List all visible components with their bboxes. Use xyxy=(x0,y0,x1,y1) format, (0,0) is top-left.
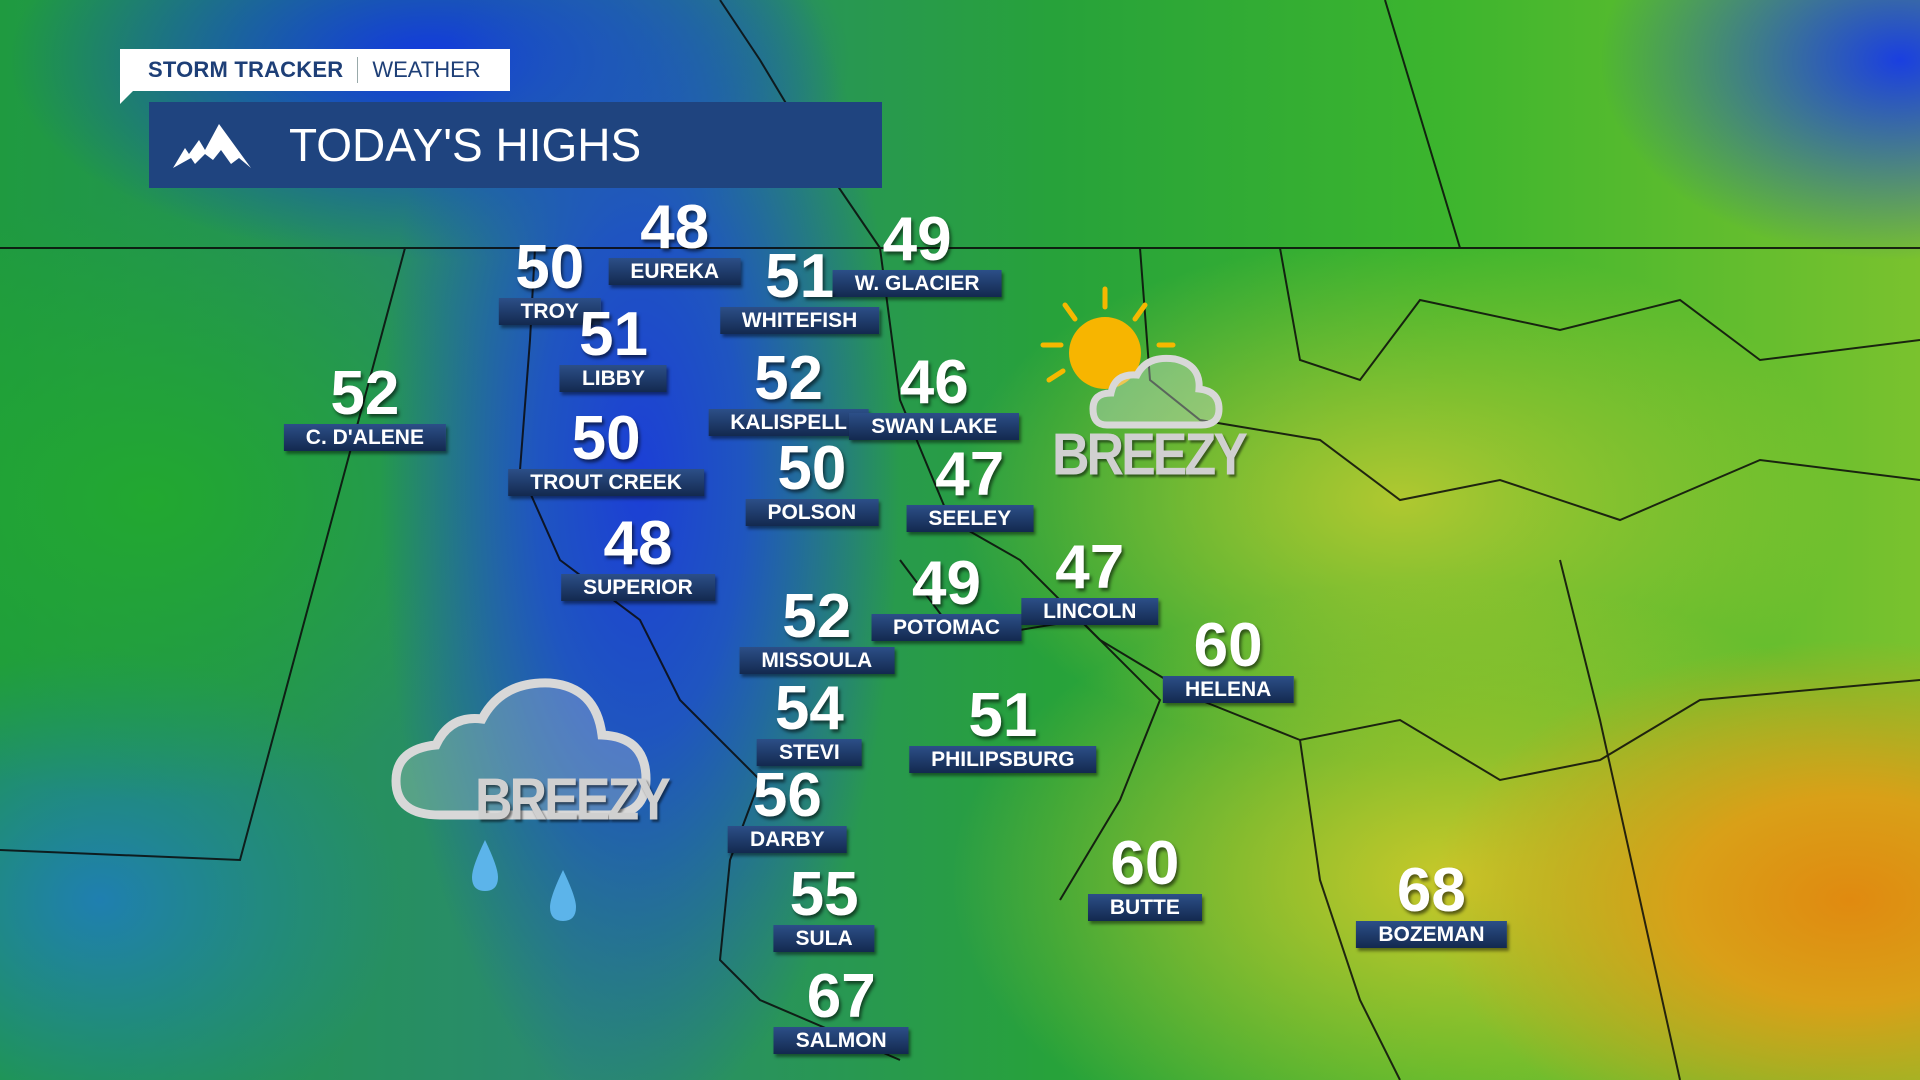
high-temperature: 52 xyxy=(782,582,852,651)
city-lincoln: 47 LINCOLN xyxy=(1021,533,1159,626)
city-swan-lake: 46 SWAN LAKE xyxy=(849,348,1020,441)
high-temperature: 47 xyxy=(1055,533,1125,603)
page-title-bar: TODAY'S HIGHS xyxy=(149,102,882,188)
city-helena: 60 HELENA xyxy=(1162,611,1294,704)
city-kalispell: 52 KALISPELL xyxy=(708,344,869,437)
high-temperature: 48 xyxy=(640,192,710,262)
city-name-label: EUREKA xyxy=(608,257,742,285)
divider xyxy=(357,57,359,83)
city-name-label: PHILIPSBURG xyxy=(909,746,1097,774)
county-line xyxy=(879,247,1920,782)
city-name-label: DARBY xyxy=(728,825,847,853)
city-name-label: BUTTE xyxy=(1087,894,1202,922)
city-name-label: C. D'ALENE xyxy=(283,424,446,452)
high-temperature: 47 xyxy=(935,439,1005,509)
high-temperature: 60 xyxy=(1193,611,1263,681)
city-stevi: 54 STEVI xyxy=(757,673,862,766)
high-temperature: 68 xyxy=(1396,856,1466,926)
city-darby: 56 DARBY xyxy=(728,760,847,853)
high-temperature: 48 xyxy=(603,508,673,578)
county-line xyxy=(1559,559,1681,1080)
brand-name: STORM TRACKER xyxy=(148,57,344,82)
city-superior: 48 SUPERIOR xyxy=(561,508,715,601)
high-temperature: 52 xyxy=(754,344,824,414)
rain-cloud-icon xyxy=(391,678,651,921)
city-name-label: SWAN LAKE xyxy=(849,413,1020,441)
city-bozeman: 68 BOZEMAN xyxy=(1356,856,1507,949)
condition-label-breezy: BREEZY xyxy=(1052,421,1248,489)
brand-tag: STORM TRACKER WEATHER xyxy=(120,49,510,91)
sun-cloud-icon xyxy=(1040,286,1223,429)
high-temperature: 49 xyxy=(882,204,952,274)
tag-tail xyxy=(120,90,134,104)
city-butte: 60 BUTTE xyxy=(1087,829,1202,922)
city-philipsburg: 51 PHILIPSBURG xyxy=(909,681,1097,774)
high-temperature: 51 xyxy=(765,241,835,311)
city-whitefish: 51 WHITEFISH xyxy=(719,241,880,334)
high-temperature: 49 xyxy=(912,548,981,618)
city-libby: 51 LIBBY xyxy=(559,300,667,393)
high-temperature: 51 xyxy=(578,300,648,370)
high-temperature: 46 xyxy=(899,348,969,418)
city-polson: 50 POLSON xyxy=(745,433,879,526)
city-name-label: W. GLACIER xyxy=(832,269,1002,297)
idaho-montana-border xyxy=(518,247,901,1061)
city-eureka: 48 EUREKA xyxy=(608,192,742,285)
high-temperature: 67 xyxy=(806,961,876,1031)
page-title: TODAY'S HIGHS xyxy=(289,119,642,171)
city-name-label: TROUT CREEK xyxy=(508,469,704,497)
city-name-label: SULA xyxy=(773,924,875,952)
city-name-label: SALMON xyxy=(773,1026,909,1054)
city-potomac: 49 POTOMAC xyxy=(871,548,1022,641)
city-name-label: SUPERIOR xyxy=(561,573,715,601)
city-name-label: LIBBY xyxy=(559,365,667,393)
city-name-label: POTOMAC xyxy=(871,613,1022,641)
idaho-washington-border xyxy=(0,247,406,862)
city-c-d-alene: 52 C. D'ALENE xyxy=(283,359,446,452)
city-w-glacier: 49 W. GLACIER xyxy=(832,204,1002,297)
province-border xyxy=(1384,0,1461,249)
city-name-label: LINCOLN xyxy=(1021,598,1159,626)
high-temperature: 50 xyxy=(777,433,847,503)
high-temperature: 55 xyxy=(789,859,859,929)
city-name-label: SEELEY xyxy=(906,504,1034,532)
city-troy: 50 TROY xyxy=(498,233,601,326)
city-salmon: 67 SALMON xyxy=(773,961,909,1054)
city-name-label: HELENA xyxy=(1162,676,1294,704)
city-name-label: BOZEMAN xyxy=(1356,921,1507,949)
high-temperature: 51 xyxy=(968,681,1038,751)
mountain-icon xyxy=(173,124,251,168)
city-name-label: MISSOULA xyxy=(739,647,895,674)
high-temperature: 50 xyxy=(515,233,585,303)
condition-label-breezy: BREEZY xyxy=(475,766,671,834)
brand-section: WEATHER xyxy=(372,57,481,82)
high-temperature: 52 xyxy=(330,359,400,429)
high-temperature: 54 xyxy=(774,673,844,743)
city-seeley: 47 SEELEY xyxy=(906,439,1034,532)
city-missoula: 52 MISSOULA xyxy=(739,582,895,674)
county-line xyxy=(1299,739,1401,1080)
high-temperature: 56 xyxy=(752,760,822,830)
county-line xyxy=(1279,247,1920,382)
city-name-label: TROY xyxy=(498,298,601,326)
city-trout-creek: 50 TROUT CREEK xyxy=(508,404,704,497)
city-name-label: STEVI xyxy=(757,738,862,766)
city-sula: 55 SULA xyxy=(773,859,875,952)
city-name-label: KALISPELL xyxy=(708,409,869,437)
city-name-label: POLSON xyxy=(745,498,879,526)
high-temperature: 60 xyxy=(1110,829,1180,899)
county-line xyxy=(1139,247,1920,522)
high-temperature: 50 xyxy=(571,404,641,474)
city-name-label: WHITEFISH xyxy=(719,306,880,334)
